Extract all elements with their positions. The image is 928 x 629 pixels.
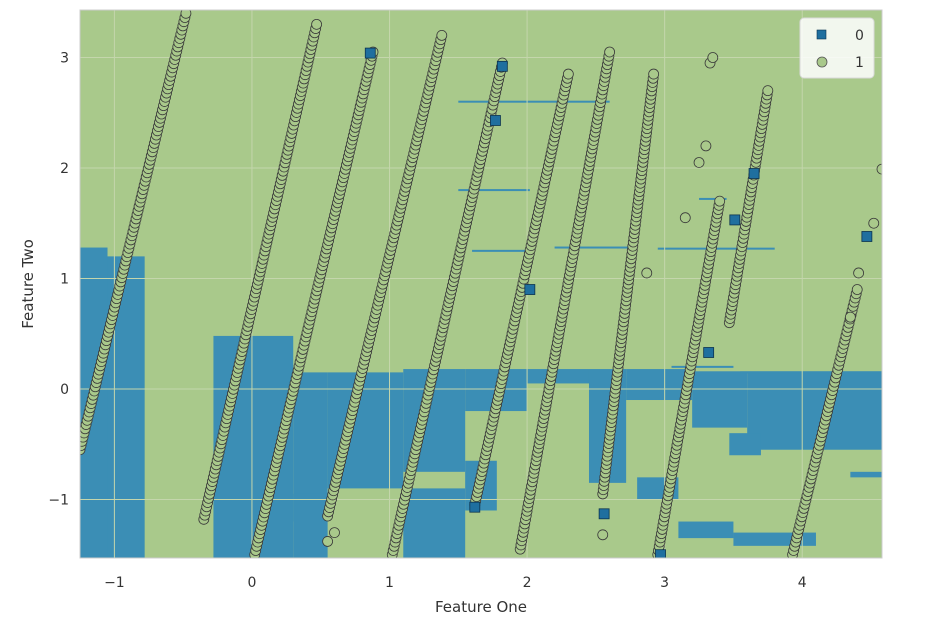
legend: 0 1 [799, 17, 875, 79]
point-class-1 [641, 267, 653, 279]
region-class-0-streak [458, 189, 530, 192]
region-class-0 [747, 371, 882, 450]
point-class-1 [762, 85, 774, 97]
y-tick-label: 2 [60, 161, 69, 177]
plot-frame [79, 9, 883, 559]
y-tick-label: 1 [60, 271, 69, 287]
region-class-0 [293, 372, 328, 558]
y-tick-label: −1 [48, 492, 69, 508]
region-class-0-streak [740, 371, 882, 374]
legend-marker-0 [816, 29, 827, 40]
point-class-1 [311, 18, 323, 30]
region-class-0-streak [699, 197, 727, 200]
y-axis-label: Feature Two [19, 239, 37, 329]
point-class-1 [180, 10, 192, 19]
point-class-0 [598, 508, 610, 520]
region-class-0 [850, 471, 882, 478]
point-class-1 [693, 157, 705, 168]
point-class-1 [700, 140, 712, 152]
point-class-0 [524, 284, 536, 295]
x-tick-label: 4 [798, 575, 807, 591]
point-class-1 [868, 217, 880, 229]
x-tick-label: 1 [385, 575, 394, 591]
region-class-0 [729, 433, 761, 456]
y-tick-label: 0 [60, 382, 69, 398]
decision-regions [80, 100, 882, 558]
point-class-1 [707, 52, 719, 63]
point-class-1 [714, 195, 726, 207]
point-class-0 [655, 549, 666, 558]
region-class-0 [678, 521, 734, 539]
point-class-0 [703, 347, 715, 358]
point-class-0 [748, 168, 760, 179]
legend-marker-1 [816, 56, 828, 68]
region-class-0 [293, 493, 328, 522]
point-class-1 [604, 46, 616, 58]
region-class-0-streak [458, 100, 610, 103]
scatter-points [80, 10, 882, 558]
class-0-points [364, 47, 873, 558]
point-class-0 [496, 60, 508, 72]
point-class-1 [597, 529, 609, 541]
legend-label-0: 0 [855, 28, 864, 44]
region-class-0 [403, 488, 466, 558]
point-class-1 [562, 68, 574, 80]
point-class-1 [436, 30, 448, 41]
region-class-0-streak [671, 365, 734, 368]
x-axis-label: Feature One [435, 598, 527, 616]
x-tick-label: 0 [247, 575, 256, 591]
point-class-1 [322, 536, 334, 547]
region-class-0 [733, 532, 816, 546]
x-tick-label: −1 [104, 575, 125, 591]
point-class-0 [469, 501, 481, 513]
point-class-1 [851, 284, 863, 295]
legend-label-1: 1 [855, 55, 864, 71]
x-tick-label: 2 [523, 575, 532, 591]
point-class-1 [648, 68, 660, 80]
point-class-1 [679, 212, 691, 224]
point-class-1 [853, 267, 865, 279]
y-tick-label: 3 [60, 51, 69, 67]
point-class-1 [329, 527, 340, 538]
region-class-0-streak [657, 247, 709, 250]
axes: −1 0 1 2 3 4 −1 0 1 2 3 [48, 9, 883, 591]
point-class-0 [364, 47, 376, 59]
point-class-0 [490, 115, 501, 126]
region-class-0 [692, 371, 748, 428]
region-class-0 [527, 369, 589, 384]
region-class-0-streak [554, 246, 631, 249]
point-class-1 [876, 163, 882, 175]
point-class-1 [844, 311, 856, 323]
x-tick-label: 3 [660, 575, 669, 591]
region-class-0-streak [472, 249, 528, 252]
point-class-0 [861, 231, 873, 242]
point-class-0 [729, 214, 741, 226]
